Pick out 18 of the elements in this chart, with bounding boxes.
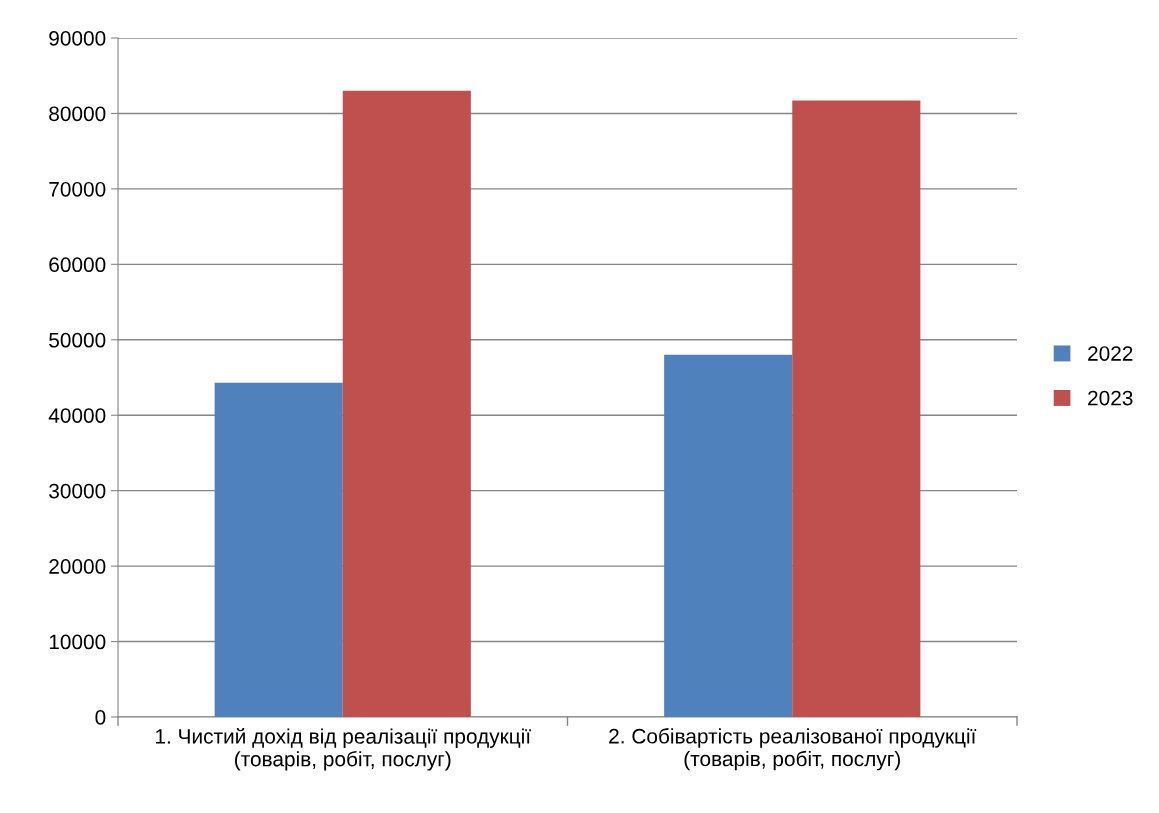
y-tick-label: 0 [95, 710, 106, 725]
bar [214, 382, 343, 717]
bar [792, 100, 921, 717]
legend-label: 2023 [1088, 390, 1133, 406]
y-tick-label: 40000 [48, 408, 106, 423]
y-tick-label: 30000 [49, 483, 106, 499]
y-tick-label: 60000 [49, 257, 106, 273]
y-tick-label: 20000 [49, 559, 106, 574]
bar [342, 90, 471, 717]
y-tick-label: 90000 [49, 31, 106, 46]
y-tick-label: 10000 [49, 634, 106, 650]
x-tick-label: 2. Собівартість реалізованої продукції (товарів, робіт, послуг) [609, 728, 977, 771]
y-tick-label: 80000 [49, 106, 106, 122]
x-tick-label: 1. Чистий дохід від реалізації продукції (товарів, робіт, послуг) [156, 728, 531, 771]
bar [664, 354, 793, 717]
y-tick-label: 50000 [49, 332, 106, 348]
y-tick-label: 70000 [49, 181, 106, 197]
legend-label: 2022 [1088, 346, 1133, 361]
